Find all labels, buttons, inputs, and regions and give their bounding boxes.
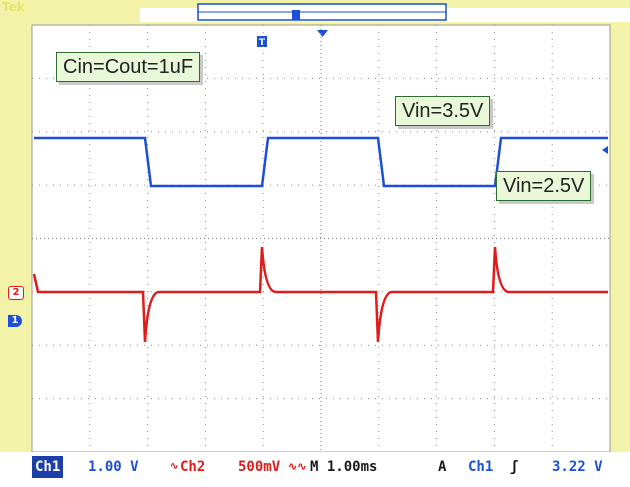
trigger-pointer-icon xyxy=(317,30,328,37)
trigger-time-icon: T xyxy=(257,36,267,48)
vin-low-label: Vin=2.5V xyxy=(496,171,592,201)
trigger-position-marker xyxy=(292,10,300,20)
ch2-tag: Ch2 xyxy=(180,459,206,475)
status-bar: Ch1 1.00 V ∿ Ch2 500mV ∿∿ M 1.00ms A Ch1… xyxy=(0,452,630,487)
ch1-tag: Ch1 xyxy=(32,456,64,478)
ch1-waveform xyxy=(34,136,608,188)
vin-high-label: Vin=3.5V xyxy=(395,96,491,126)
trigger-mode: A xyxy=(438,459,447,475)
svg-text:T: T xyxy=(259,38,266,48)
timebase: M 1.00ms xyxy=(310,459,378,475)
ch2-scale: 500mV xyxy=(238,459,281,475)
trigger-level-arrow-icon xyxy=(602,146,608,154)
cin-cout-label: Cin=Cout=1uF xyxy=(56,52,201,82)
bandwidth-limit-icon: ∿∿ xyxy=(288,460,307,473)
ch1-scale: 1.00 V xyxy=(88,459,139,475)
trigger-slope-icon: ʃ xyxy=(510,459,519,475)
ch2-bandwidth-icon: ∿ xyxy=(170,461,179,472)
brand-label: Tek xyxy=(2,0,25,14)
ch2-waveform xyxy=(32,246,608,343)
trigger-source: Ch1 xyxy=(468,459,494,475)
trigger-level: 3.22 V xyxy=(552,459,603,475)
ch1-ground-marker: 1 xyxy=(8,315,22,327)
ch2-ground-marker: 2 xyxy=(8,286,24,300)
